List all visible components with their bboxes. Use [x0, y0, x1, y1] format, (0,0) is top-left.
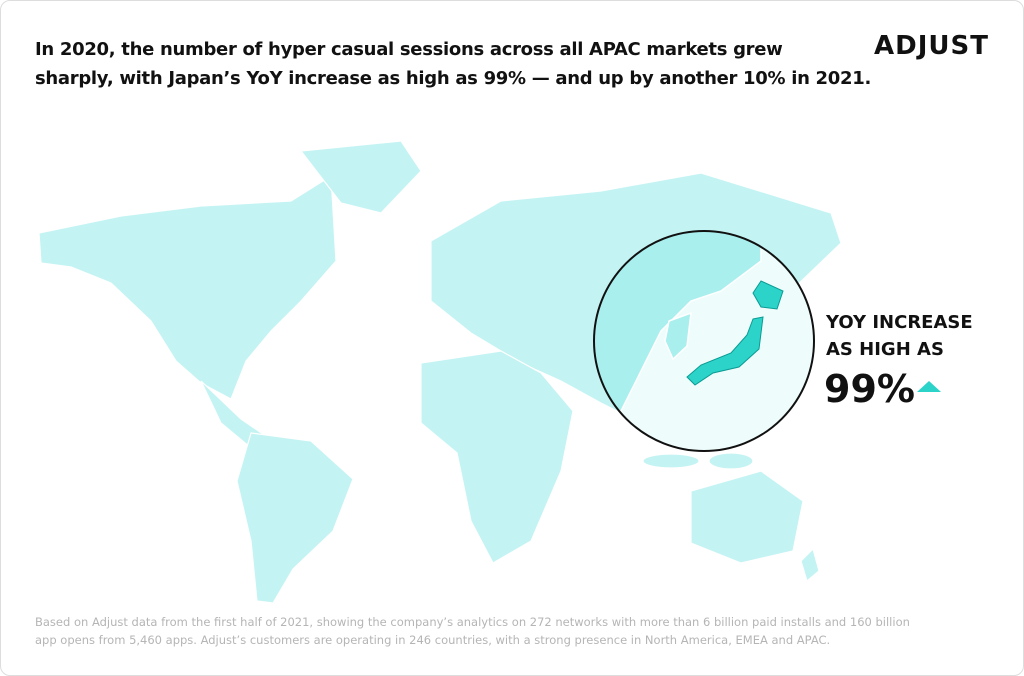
callout-value: 99%: [824, 367, 915, 411]
callout-label: YOY INCREASE AS HIGH AS: [826, 309, 973, 363]
footnote-line: app opens from 5,460 apps. Adjust’s cust…: [35, 633, 831, 647]
title-line: In 2020, the number of hyper casual sess…: [35, 39, 783, 60]
zoom-map: [594, 231, 784, 423]
title-line: sharply, with Japan’s YoY increase as hi…: [35, 68, 871, 89]
up-arrow: [917, 381, 941, 392]
callout-line: YOY INCREASE: [826, 312, 973, 333]
brand-logo: ADJUST: [874, 31, 989, 61]
footnote: Based on Adjust data from the first half…: [35, 613, 910, 649]
footnote-line: Based on Adjust data from the first half…: [35, 615, 910, 629]
title: In 2020, the number of hyper casual sess…: [35, 35, 871, 93]
callout-line: AS HIGH AS: [826, 339, 944, 360]
